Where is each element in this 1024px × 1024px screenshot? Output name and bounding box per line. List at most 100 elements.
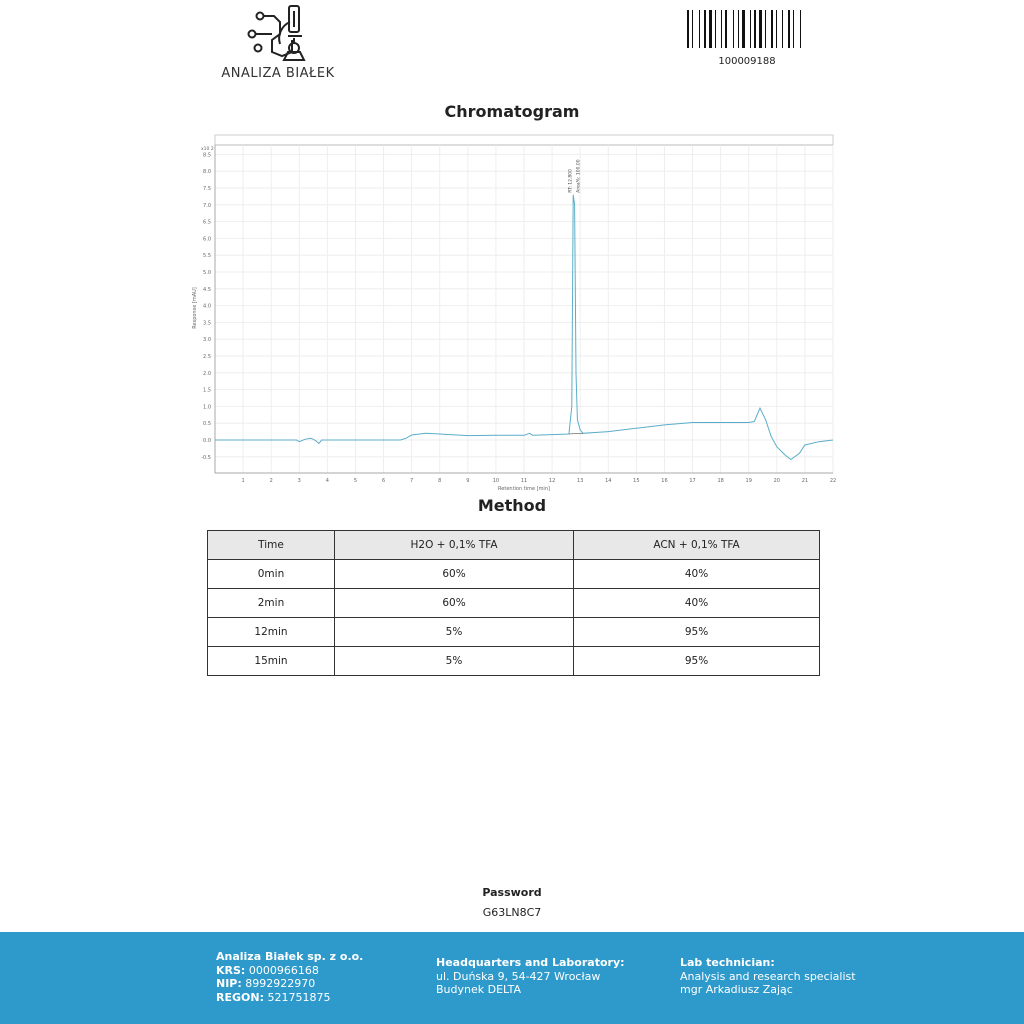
barcode-bar bbox=[793, 10, 794, 48]
y-tick-label: 7.5 bbox=[203, 186, 211, 192]
table-row: 2min 60% 40% bbox=[207, 588, 820, 618]
header-time: Time bbox=[207, 530, 335, 560]
table-row: 0min 60% 40% bbox=[207, 559, 820, 589]
barcode-bar bbox=[692, 10, 693, 48]
x-tick-label: 3 bbox=[298, 478, 301, 484]
x-tick-label: 19 bbox=[746, 478, 752, 484]
y-tick-label: 8.5 bbox=[203, 152, 211, 158]
y-tick-label: 0.0 bbox=[203, 438, 211, 444]
y-tick-label: 5.5 bbox=[203, 253, 211, 259]
barcode-bar bbox=[715, 10, 716, 48]
barcode-bar bbox=[771, 10, 773, 48]
hq-info: Headquarters and Laboratory: ul. Duńska … bbox=[436, 956, 625, 997]
technician-title: Lab technician: bbox=[680, 956, 775, 969]
barcode-bar bbox=[800, 10, 801, 48]
barcode-bar bbox=[782, 10, 783, 48]
barcode-bar bbox=[687, 10, 689, 48]
x-tick-label: 14 bbox=[605, 478, 611, 484]
password-label: Password bbox=[482, 886, 542, 899]
barcode-bar bbox=[725, 10, 727, 48]
cell-h2o: 60% bbox=[334, 588, 574, 618]
x-tick-label: 8 bbox=[438, 478, 441, 484]
x-axis-label: Retention time [min] bbox=[498, 486, 550, 492]
x-tick-label: 12 bbox=[549, 478, 555, 484]
y-tick-label: 4.5 bbox=[203, 287, 211, 293]
y-tick-label: 6.5 bbox=[203, 220, 211, 226]
method-title: Method bbox=[477, 496, 547, 515]
regon-label: REGON: bbox=[216, 990, 264, 1004]
x-tick-label: 1 bbox=[241, 478, 244, 484]
hq-address: ul. Duńska 9, 54-427 Wrocław bbox=[436, 969, 601, 983]
cell-h2o: 5% bbox=[334, 617, 574, 647]
x-tick-label: 15 bbox=[633, 478, 639, 484]
y-tick-label: 3.5 bbox=[203, 320, 211, 326]
barcode-bar bbox=[721, 10, 722, 48]
y-tick-label: 1.0 bbox=[203, 404, 211, 410]
cell-h2o: 5% bbox=[334, 646, 574, 676]
x-tick-label: 13 bbox=[577, 478, 583, 484]
header-h2o: H2O + 0,1% TFA bbox=[334, 530, 574, 560]
logo-molecule-microscope-icon bbox=[247, 5, 306, 61]
y-tick-label: 7.0 bbox=[203, 203, 211, 209]
table-row: 15min 5% 95% bbox=[207, 646, 820, 676]
header-acn: ACN + 0,1% TFA bbox=[573, 530, 820, 560]
y-tick-label: 2.5 bbox=[203, 354, 211, 360]
barcode bbox=[687, 10, 801, 48]
x-tick-label: 17 bbox=[689, 478, 695, 484]
krs-value: 0000966168 bbox=[248, 963, 319, 977]
barcode-bar bbox=[765, 10, 766, 48]
company-info: Analiza Białek sp. z o.o. KRS: 000096616… bbox=[216, 950, 363, 1004]
nip-label: NIP: bbox=[216, 977, 242, 990]
barcode-bar bbox=[759, 10, 762, 48]
cell-acn: 95% bbox=[573, 617, 820, 647]
logo-text: ANALIZA BIAŁEK bbox=[221, 66, 335, 81]
x-tick-label: 5 bbox=[354, 478, 357, 484]
method-table: Time H2O + 0,1% TFA ACN + 0,1% TFA 0min 6… bbox=[207, 530, 820, 676]
y-tick-label: 1.5 bbox=[203, 388, 211, 394]
x-tick-label: 18 bbox=[717, 478, 723, 484]
barcode-bar bbox=[699, 10, 700, 48]
cell-time: 2min bbox=[207, 588, 335, 618]
technician-role: Analysis and research specialist bbox=[680, 969, 856, 983]
barcode-bar bbox=[709, 10, 712, 48]
technician-info: Lab technician: Analysis and research sp… bbox=[680, 956, 856, 997]
x-tick-label: 6 bbox=[382, 478, 385, 484]
technician-name: mgr Arkadiusz Zając bbox=[680, 983, 793, 996]
barcode-bar bbox=[788, 10, 790, 48]
x-tick-label: 20 bbox=[774, 478, 780, 484]
barcode-bar bbox=[776, 10, 777, 48]
hq-building: Budynek DELTA bbox=[436, 983, 522, 996]
peak-label: Area%: 100.00 bbox=[576, 159, 582, 192]
cell-acn: 40% bbox=[573, 559, 820, 589]
table-row: 12min 5% 95% bbox=[207, 617, 820, 647]
nip-value: 8992922970 bbox=[245, 977, 316, 990]
y-tick-label: 2.0 bbox=[203, 371, 211, 377]
barcode-bar bbox=[754, 10, 756, 48]
peak-label: RT: 12.800 bbox=[568, 169, 574, 193]
password-value: G63LN8C7 bbox=[482, 906, 542, 919]
x-tick-label: 2 bbox=[270, 478, 273, 484]
barcode-bar bbox=[738, 10, 739, 48]
y-tick-label: -0.5 bbox=[201, 455, 211, 461]
barcode-bar bbox=[742, 10, 745, 48]
x-tick-label: 9 bbox=[466, 478, 469, 484]
krs-label: KRS: bbox=[216, 963, 246, 977]
y-tick-label: 6.0 bbox=[203, 236, 211, 242]
y-tick-label: 8.0 bbox=[203, 169, 211, 175]
cell-acn: 40% bbox=[573, 588, 820, 618]
x-tick-label: 4 bbox=[326, 478, 329, 484]
barcode-bar bbox=[750, 10, 751, 48]
peak-baseline bbox=[568, 432, 584, 435]
cell-time: 15min bbox=[207, 646, 335, 676]
barcode-number: 100009188 bbox=[718, 56, 776, 67]
company-logo: ANALIZA BIAŁEK bbox=[214, 2, 342, 84]
y-tick-label: 5.0 bbox=[203, 270, 211, 276]
x-tick-label: 16 bbox=[661, 478, 667, 484]
y-tick-label: 3.0 bbox=[203, 337, 211, 343]
x-tick-label: 11 bbox=[521, 478, 527, 484]
chromatogram-title: Chromatogram bbox=[444, 102, 580, 121]
y-multiplier: x10 2 bbox=[201, 146, 214, 152]
regon-value: 521751875 bbox=[267, 990, 331, 1004]
cell-acn: 95% bbox=[573, 646, 820, 676]
barcode-bar bbox=[733, 10, 734, 48]
